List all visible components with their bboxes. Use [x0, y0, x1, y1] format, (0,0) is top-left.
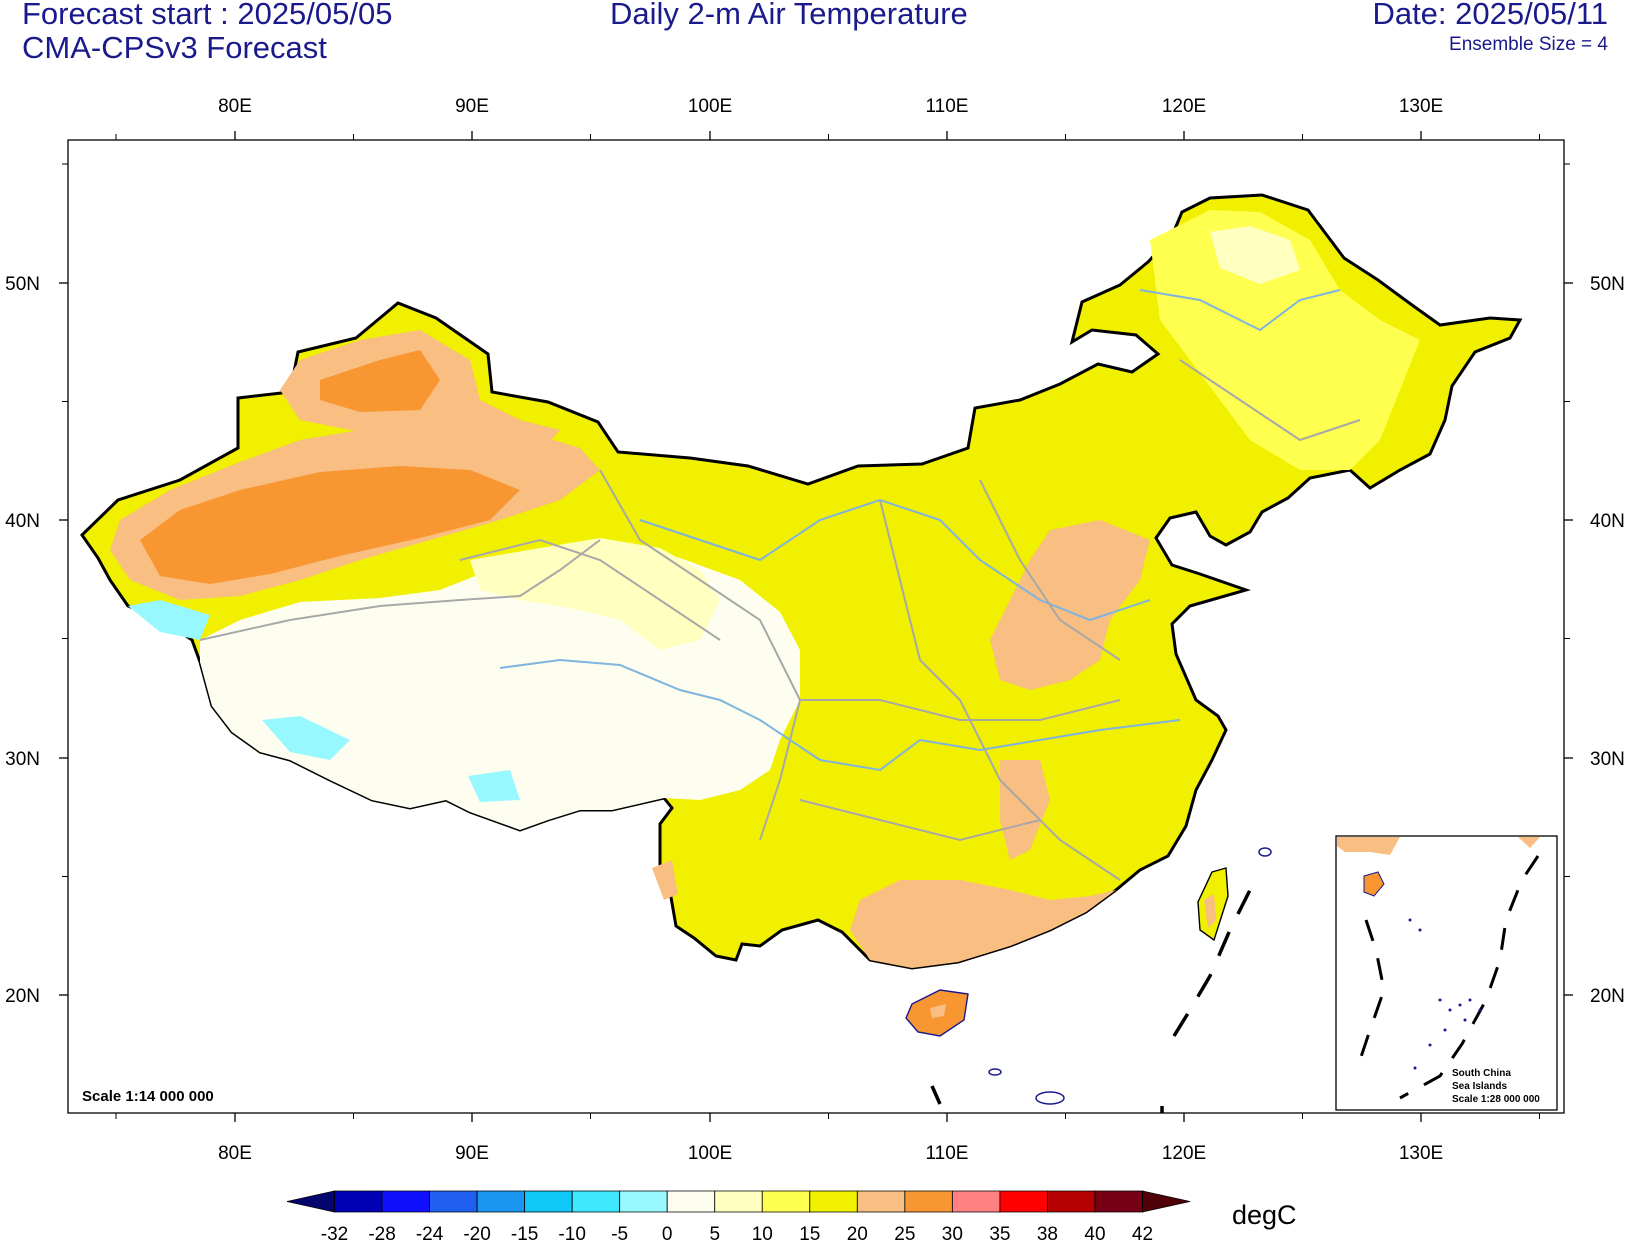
south-coast-warm-zone — [850, 880, 1116, 968]
colorbar-level-label: 20 — [847, 1224, 868, 1241]
colorbar-level-label: -10 — [558, 1224, 585, 1241]
lat-label-left: 30N — [5, 749, 40, 770]
lat-label-right: 20N — [1590, 986, 1625, 1007]
colorbar-level-label: 30 — [942, 1224, 963, 1241]
lat-label-left: 40N — [5, 511, 40, 532]
colorbar-level-label: -5 — [611, 1224, 628, 1241]
lon-label-top: 90E — [455, 96, 489, 117]
model-name-text: CMA-CPSv3 Forecast — [22, 30, 327, 65]
colorbar-level-label: 10 — [752, 1224, 773, 1241]
colorbar-swatch — [286, 1190, 335, 1213]
colorbar-swatch — [381, 1190, 430, 1213]
lon-label-top: 80E — [218, 96, 252, 117]
colorbar-swatch — [619, 1190, 668, 1213]
northeast-cool-zone — [1210, 226, 1300, 284]
colorbar-level-label: -15 — [511, 1224, 538, 1241]
lon-label-top: 130E — [1399, 96, 1443, 117]
colorbar-swatch — [809, 1190, 858, 1213]
lon-label-bottom: 80E — [218, 1143, 252, 1164]
maritime-boundary-dashes — [930, 885, 1254, 1113]
lon-label-top: 120E — [1162, 96, 1206, 117]
colorbar-level-label: 40 — [1084, 1224, 1105, 1241]
himalaya-cold-zone — [262, 716, 350, 760]
central-warm-zone — [1000, 760, 1050, 860]
colorbar-swatch — [1142, 1190, 1191, 1213]
colorbar-swatch — [1094, 1190, 1143, 1213]
colorbar-swatch — [714, 1190, 763, 1213]
inset-label-line2: Sea Islands — [1452, 1081, 1507, 1092]
lon-label-top: 110E — [926, 96, 969, 117]
small-islands — [988, 847, 1272, 1105]
colorbar-swatch — [476, 1190, 526, 1213]
temperature-field — [80, 193, 1523, 1037]
colorbar-level-label: -32 — [321, 1224, 348, 1241]
tarim-hot-zone — [140, 466, 520, 584]
lon-label-bottom: 130E — [1399, 1143, 1443, 1164]
hainan-warm-zone — [930, 1004, 946, 1018]
lat-label-right: 40N — [1590, 511, 1625, 532]
colorbar-swatch — [1047, 1190, 1096, 1213]
colorbar-swatch — [761, 1190, 811, 1213]
lat-label-right: 30N — [1590, 749, 1625, 770]
colorbar-level-label: -20 — [463, 1224, 490, 1241]
colorbar-unit-label: degC — [1232, 1200, 1297, 1230]
colorbar-level-label: 15 — [799, 1224, 820, 1241]
pamir-cold-zone — [128, 600, 210, 640]
north-china-warm-zone — [990, 520, 1150, 690]
colorbar-swatch — [334, 1190, 383, 1213]
chart-title: Daily 2-m Air Temperature — [610, 0, 968, 31]
province-boundaries — [199, 359, 1361, 881]
south-tibet-cold-zone — [468, 770, 520, 802]
lon-label-bottom: 110E — [926, 1143, 969, 1164]
inset-label-line1: South China — [1452, 1068, 1511, 1079]
colorbar-level-label: 42 — [1132, 1224, 1153, 1241]
map-scale-label: Scale 1:14 000 000 — [82, 1088, 214, 1105]
inset-label-line3: Scale 1:28 000 000 — [1452, 1094, 1540, 1105]
map-axes: 80E 80E 90E 90E 100E 100E 110E 110E 120E 120E 130E… — [5, 96, 1625, 1164]
lon-label-top: 100E — [688, 96, 732, 117]
lon-label-bottom: 120E — [1162, 1143, 1206, 1164]
dzungaria-hot-zone — [320, 350, 440, 412]
colorbar-level-label: 35 — [989, 1224, 1010, 1241]
taiwan-warm-zone — [1204, 894, 1216, 928]
colorbar-swatch — [999, 1190, 1048, 1213]
south-china-sea-inset: South China Sea Islands Scale 1:28 000 0… — [1335, 835, 1558, 1111]
northeast-yellow-zone — [1150, 210, 1420, 470]
colorbar-swatch — [904, 1190, 953, 1213]
colorbar-swatch — [856, 1190, 906, 1213]
colorbar-level-label: 5 — [709, 1224, 720, 1241]
colorbar-level-label: -28 — [368, 1224, 395, 1241]
ensemble-size-text: Ensemble Size = 4 — [1449, 34, 1608, 55]
lat-label-left: 20N — [5, 986, 40, 1007]
colorbar-swatch — [571, 1190, 621, 1213]
lon-label-bottom: 100E — [688, 1143, 732, 1164]
colorbar-level-label: 38 — [1037, 1224, 1058, 1241]
colorbar-level-label: 0 — [662, 1224, 673, 1241]
lon-label-bottom: 90E — [455, 1143, 489, 1164]
valid-date-text: Date: 2025/05/11 — [1372, 0, 1608, 31]
colorbar-swatch — [666, 1190, 716, 1213]
lat-label-right: 50N — [1590, 274, 1625, 295]
plateau-mild-zone — [470, 538, 720, 650]
colorbar: -32 -28 -24 -20 -15 -10 -5 0 5 10 15 20 25 30 35 38 40 42 — [286, 1190, 1191, 1241]
colorbar-swatch — [524, 1190, 573, 1213]
colorbar-swatch — [951, 1190, 1001, 1213]
yunnan-warm-zone — [652, 860, 678, 900]
lat-label-left: 50N — [5, 274, 40, 295]
colorbar-level-label: 25 — [894, 1224, 915, 1241]
forecast-start-text: Forecast start : 2025/05/05 — [22, 0, 393, 31]
colorbar-level-label: -24 — [416, 1224, 444, 1241]
colorbar-swatch — [429, 1190, 478, 1213]
river-lines — [499, 289, 1341, 772]
